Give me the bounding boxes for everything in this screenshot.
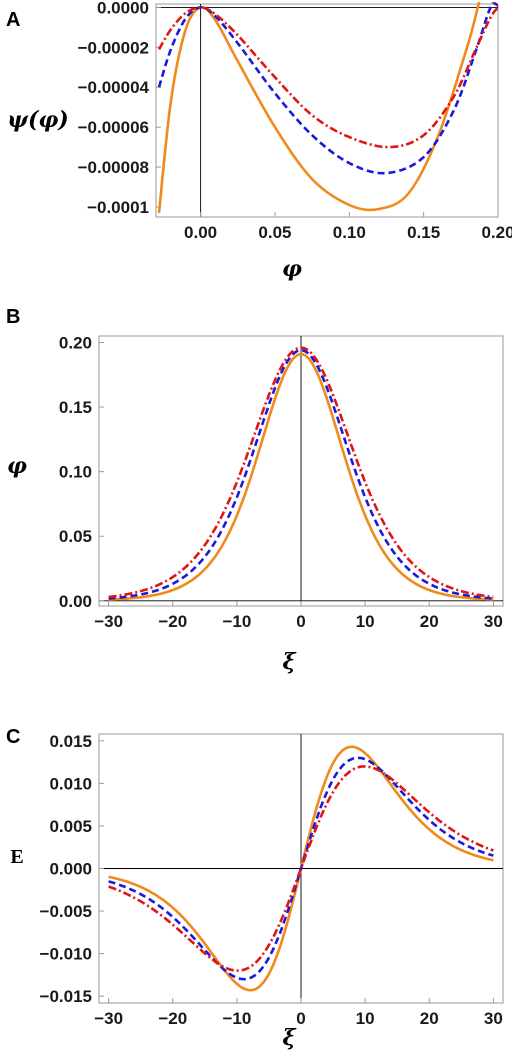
x-tick-label: 0.20	[481, 223, 512, 242]
panel-c: C −30 −20 −10 0 10 20 30 0.015 0.010 0.005 0.000 −0.…	[6, 726, 504, 1051]
y-tick-label: −0.005	[40, 902, 92, 921]
y-tick-label: −0.0001	[87, 198, 149, 217]
series-line-solid	[157, 2, 495, 214]
series-line-dashdot	[108, 346, 494, 599]
panel-label: B	[6, 306, 20, 328]
panel-a: A 0.00 0.05 0.10 0.15 0.20 0.0000 −0.00002 −0.00…	[6, 0, 512, 282]
x-tick-label: −20	[158, 1009, 187, 1028]
y-tick-label: −0.010	[40, 945, 92, 964]
y-tick-label: 0.15	[59, 398, 92, 417]
y-tick-label: −0.00002	[78, 38, 149, 57]
series-line-dashed	[108, 756, 494, 981]
series-line-solid	[108, 352, 494, 601]
x-axis-label: ξ	[282, 649, 296, 675]
x-axis-label: φ	[282, 256, 302, 282]
y-tick-label: 0.005	[49, 817, 92, 836]
x-tick-label: −20	[158, 612, 187, 631]
series-line-dashed	[157, 2, 498, 175]
x-tick-label: 0.05	[258, 223, 291, 242]
y-tick-label: −0.00008	[78, 158, 149, 177]
x-tick-label: 0.15	[407, 223, 440, 242]
y-tick-label: 0.05	[59, 527, 92, 546]
x-axis-label: ξ	[282, 1025, 296, 1051]
x-tick-label: 0.10	[333, 223, 366, 242]
panel-label: A	[6, 9, 20, 31]
x-tick-label: 0.00	[184, 223, 217, 242]
x-tick-label: 30	[484, 612, 503, 631]
y-tick-label: 0.10	[59, 463, 92, 482]
series-line-dashdot	[108, 765, 494, 972]
y-tick-label: 0.000	[49, 860, 92, 879]
series-line-dashed	[108, 348, 494, 600]
y-axis-label: φ	[7, 453, 27, 479]
y-tick-label: −0.00006	[78, 118, 149, 137]
x-tick-label: −10	[222, 1009, 251, 1028]
panel-label: C	[6, 726, 20, 748]
y-tick-label: 0.0000	[97, 0, 149, 17]
y-axis-label: E	[10, 846, 23, 868]
x-tick-label: 0	[296, 612, 305, 631]
x-tick-label: 10	[356, 1009, 375, 1028]
y-tick-label: 0.20	[59, 333, 92, 352]
y-tick-label: −0.015	[40, 987, 92, 1006]
y-tick-label: −0.00004	[78, 78, 150, 97]
y-axis-label: ψ(φ)	[7, 107, 68, 133]
plot-frame	[155, 3, 499, 218]
y-tick-label: 0.010	[49, 774, 92, 793]
x-tick-label: 20	[420, 612, 439, 631]
y-tick-label: 0.015	[49, 732, 92, 751]
x-tick-label: 30	[484, 1009, 503, 1028]
x-tick-label: −30	[94, 612, 123, 631]
x-tick-label: 10	[356, 612, 375, 631]
y-tick-label: 0.00	[59, 592, 92, 611]
series-line-dashdot	[157, 6, 498, 149]
x-tick-label: −30	[94, 1009, 123, 1028]
x-tick-label: 20	[420, 1009, 439, 1028]
x-tick-label: 0	[296, 1009, 305, 1028]
x-tick-label: −10	[222, 612, 251, 631]
panel-b: B −30 −20 −10 0 10 20 30 0.00 0.05 0.10 0.15 0.20 ξ φ	[6, 306, 504, 675]
